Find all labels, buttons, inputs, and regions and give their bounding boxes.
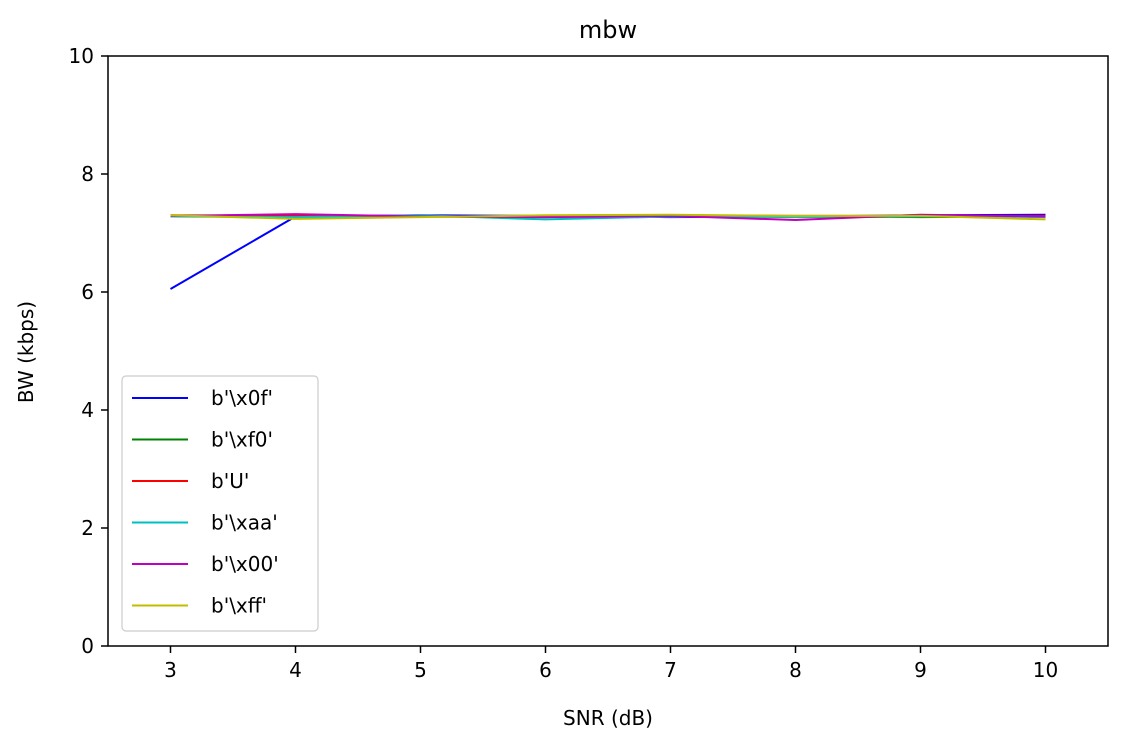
plot-area-frame bbox=[107, 55, 1109, 647]
x-tick-label: 5 bbox=[414, 658, 427, 682]
y-axis-ticks: 0 2 4 6 8 10 bbox=[69, 44, 108, 658]
x-tick-label: 7 bbox=[664, 658, 677, 682]
legend-label: b'U' bbox=[211, 469, 249, 493]
series-layer bbox=[169, 213, 1046, 290]
legend-label: b'\xf0' bbox=[211, 428, 273, 452]
x-tick-label: 8 bbox=[789, 658, 802, 682]
x-tick-label: 9 bbox=[914, 658, 927, 682]
x-tick-label: 10 bbox=[1033, 658, 1058, 682]
y-tick-label: 0 bbox=[81, 634, 94, 658]
y-axis-label: BW (kbps) bbox=[14, 301, 38, 403]
series-line-5 bbox=[170, 213, 1046, 221]
chart-title: mbw bbox=[579, 16, 637, 44]
legend-label: b'\x0f' bbox=[211, 386, 273, 410]
legend-label: b'\x00' bbox=[211, 552, 279, 576]
series-line-0 bbox=[169, 213, 1046, 290]
y-tick-label: 8 bbox=[81, 162, 94, 186]
legend: b'\x0f' b'\xf0' b'U' b'\xaa' b'\x00' b'\xff' bbox=[121, 375, 319, 632]
x-tick-label: 3 bbox=[164, 658, 177, 682]
x-axis-label: SNR (dB) bbox=[563, 706, 653, 730]
x-axis-ticks: 3 4 5 6 7 8 9 10 bbox=[164, 646, 1058, 682]
y-tick-label: 10 bbox=[69, 44, 94, 68]
x-tick-label: 4 bbox=[289, 658, 302, 682]
legend-label: b'\xaa' bbox=[211, 511, 278, 535]
x-tick-label: 6 bbox=[539, 658, 552, 682]
y-tick-label: 6 bbox=[81, 280, 94, 304]
y-tick-label: 4 bbox=[81, 398, 94, 422]
y-tick-label: 2 bbox=[81, 516, 94, 540]
legend-label: b'\xff' bbox=[211, 594, 267, 618]
